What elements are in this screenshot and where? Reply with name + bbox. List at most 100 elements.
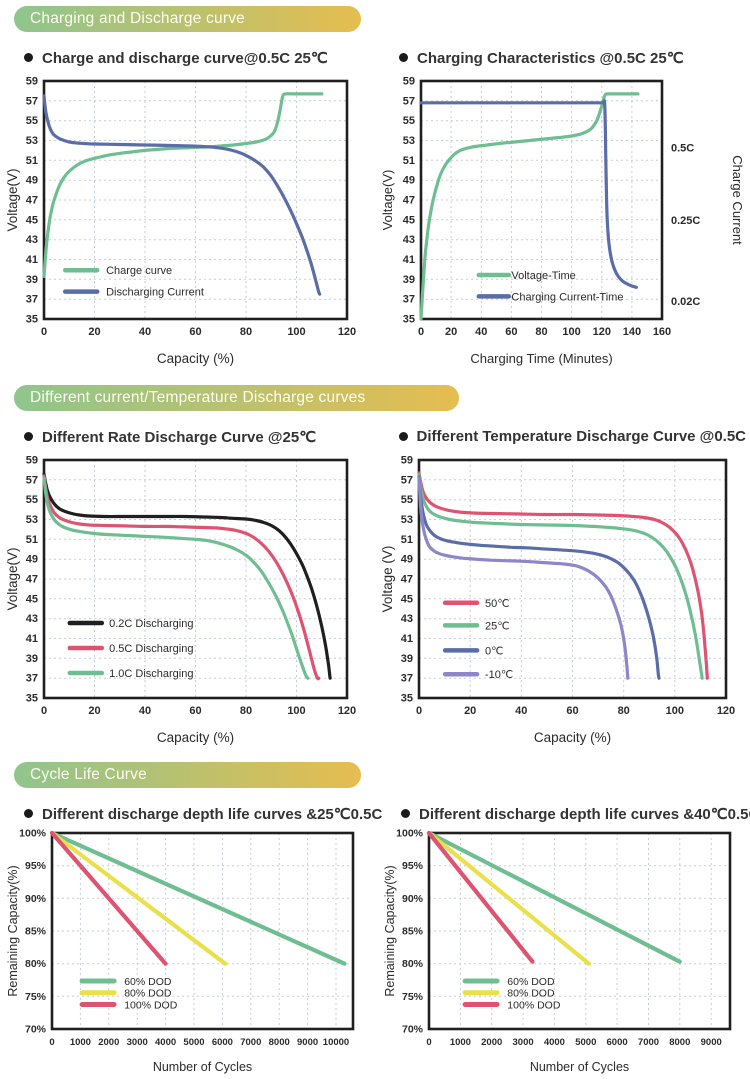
svg-text:49: 49 bbox=[403, 175, 415, 187]
svg-text:41: 41 bbox=[26, 633, 38, 645]
chart-block-rate-discharge: Different Rate Discharge Curve @25℃ 0 20 4… bbox=[4, 424, 371, 750]
chart-title-row: Different Temperature Discharge Curve @0… bbox=[398, 425, 746, 448]
svg-text:80% DOD: 80% DOD bbox=[507, 988, 555, 1000]
section-cycle-life: Cycle Life Curve Different discharge dep… bbox=[0, 750, 750, 1079]
svg-text:41: 41 bbox=[400, 633, 412, 645]
svg-text:80%: 80% bbox=[25, 958, 47, 970]
svg-text:120: 120 bbox=[716, 705, 734, 717]
svg-text:Remaining Capacity(%): Remaining Capacity(%) bbox=[383, 865, 397, 996]
svg-text:41: 41 bbox=[26, 254, 38, 266]
svg-text:35: 35 bbox=[403, 314, 415, 326]
svg-text:60: 60 bbox=[189, 326, 201, 338]
svg-text:Discharging Current: Discharging Current bbox=[106, 287, 204, 299]
svg-text:9000: 9000 bbox=[701, 1037, 722, 1048]
section-banner: Different current/Temperature Discharge … bbox=[14, 385, 459, 411]
svg-text:0: 0 bbox=[41, 326, 47, 338]
svg-text:37: 37 bbox=[26, 673, 38, 685]
svg-text:2000: 2000 bbox=[481, 1037, 502, 1048]
svg-text:40: 40 bbox=[139, 326, 151, 338]
chart-title: Different Temperature Discharge Curve @0… bbox=[416, 428, 746, 445]
svg-text:0.2C Discharging: 0.2C Discharging bbox=[109, 618, 193, 630]
svg-text:1000: 1000 bbox=[70, 1037, 91, 1048]
svg-text:51: 51 bbox=[26, 155, 38, 167]
bullet-icon bbox=[401, 809, 410, 818]
chart-title: Charge and discharge curve@0.5C 25℃ bbox=[42, 49, 328, 67]
svg-text:35: 35 bbox=[400, 693, 412, 705]
svg-text:85%: 85% bbox=[25, 926, 47, 938]
svg-text:5000: 5000 bbox=[575, 1037, 596, 1048]
svg-text:90%: 90% bbox=[402, 893, 424, 905]
svg-text:37: 37 bbox=[26, 294, 38, 306]
svg-text:75%: 75% bbox=[25, 991, 47, 1003]
svg-text:41: 41 bbox=[403, 254, 415, 266]
svg-text:43: 43 bbox=[26, 234, 38, 246]
section-discharge-curves: Different current/Temperature Discharge … bbox=[0, 371, 750, 750]
svg-text:51: 51 bbox=[403, 155, 415, 167]
svg-text:4000: 4000 bbox=[544, 1037, 565, 1048]
chart-row-1: Charge and discharge curve@0.5C 25℃ 0 20 4… bbox=[0, 45, 750, 371]
chart-title-row: Different discharge depth life curves &2… bbox=[24, 802, 382, 825]
chart-rate-discharge-curve: 0 20 40 60 80 100 120 35 37 39 41 43 45 47 49 51 53 55 57 5… bbox=[5, 455, 356, 746]
svg-text:43: 43 bbox=[403, 234, 415, 246]
svg-text:50℃: 50℃ bbox=[485, 598, 510, 610]
svg-text:0: 0 bbox=[418, 326, 424, 338]
svg-text:59: 59 bbox=[26, 76, 38, 88]
svg-text:3000: 3000 bbox=[127, 1037, 148, 1048]
svg-text:0: 0 bbox=[41, 705, 47, 717]
svg-text:57: 57 bbox=[403, 95, 415, 107]
chart-title-row: Different Rate Discharge Curve @25℃ bbox=[24, 425, 371, 448]
svg-text:8000: 8000 bbox=[669, 1037, 690, 1048]
svg-text:75%: 75% bbox=[402, 991, 424, 1003]
svg-text:39: 39 bbox=[403, 274, 415, 286]
svg-text:0: 0 bbox=[49, 1037, 54, 1048]
chart-title-row: Charge and discharge curve@0.5C 25℃ bbox=[24, 46, 371, 69]
chart-block-temperature-discharge: Different Temperature Discharge Curve @0… bbox=[379, 424, 746, 750]
svg-text:120: 120 bbox=[338, 326, 356, 338]
svg-text:Charge Current: Charge Current bbox=[730, 155, 744, 245]
chart-title-row: Different discharge depth life curves &4… bbox=[401, 802, 750, 825]
svg-text:47: 47 bbox=[403, 195, 415, 207]
svg-text:0℃: 0℃ bbox=[485, 645, 503, 657]
chart-temperature-discharge-curve: 0 20 40 60 80 100 120 35 37 39 41 43 45 47 49 51 53 55 57 5… bbox=[380, 455, 735, 746]
svg-text:20: 20 bbox=[88, 326, 100, 338]
svg-text:49: 49 bbox=[26, 175, 38, 187]
svg-text:49: 49 bbox=[400, 554, 412, 566]
svg-text:39: 39 bbox=[26, 274, 38, 286]
svg-text:45: 45 bbox=[400, 593, 412, 605]
svg-text:9000: 9000 bbox=[297, 1037, 318, 1048]
svg-text:40: 40 bbox=[139, 705, 151, 717]
svg-text:5000: 5000 bbox=[183, 1037, 204, 1048]
section-banner: Charging and Discharge curve bbox=[14, 6, 361, 32]
svg-text:47: 47 bbox=[26, 195, 38, 207]
svg-text:37: 37 bbox=[400, 673, 412, 685]
chart-block-life-40c: Different discharge depth life curves &4… bbox=[381, 801, 750, 1079]
chart-charging-characteristics: 0 20 40 60 80 100 120 140 160 35 37 39 41 43 45 47 49 51 5… bbox=[380, 76, 744, 367]
svg-text:53: 53 bbox=[403, 135, 415, 147]
svg-text:51: 51 bbox=[400, 534, 412, 546]
svg-text:0.25C: 0.25C bbox=[671, 215, 700, 227]
chart-block-charging-characteristics: Charging Characteristics @0.5C 25℃ 0 20 40… bbox=[379, 45, 746, 371]
svg-text:60: 60 bbox=[189, 705, 201, 717]
svg-text:0: 0 bbox=[426, 1037, 431, 1048]
chart-life-curve-40c: 0 1000 2000 3000 4000 5000 6000 7000 8000 9000 70%… bbox=[383, 828, 732, 1074]
svg-text:Number of Cycles: Number of Cycles bbox=[153, 1060, 252, 1074]
svg-text:60: 60 bbox=[505, 326, 517, 338]
chart-title: Different discharge depth life curves &2… bbox=[42, 805, 383, 823]
svg-text:100: 100 bbox=[665, 705, 683, 717]
svg-text:100%: 100% bbox=[19, 828, 47, 840]
svg-text:25℃: 25℃ bbox=[485, 620, 510, 632]
svg-text:Voltage(V): Voltage(V) bbox=[380, 170, 395, 231]
svg-text:37: 37 bbox=[403, 294, 415, 306]
svg-text:60: 60 bbox=[566, 705, 578, 717]
svg-text:6000: 6000 bbox=[212, 1037, 233, 1048]
svg-text:95%: 95% bbox=[25, 860, 47, 872]
svg-text:Capacity (%): Capacity (%) bbox=[157, 351, 234, 366]
svg-text:Capacity (%): Capacity (%) bbox=[533, 730, 610, 745]
svg-text:47: 47 bbox=[26, 574, 38, 586]
chart-row-3: Different discharge depth life curves &2… bbox=[0, 801, 750, 1079]
svg-text:40: 40 bbox=[475, 326, 487, 338]
svg-text:45: 45 bbox=[26, 214, 38, 226]
svg-text:100: 100 bbox=[287, 326, 305, 338]
section-banner: Cycle Life Curve bbox=[14, 762, 361, 788]
